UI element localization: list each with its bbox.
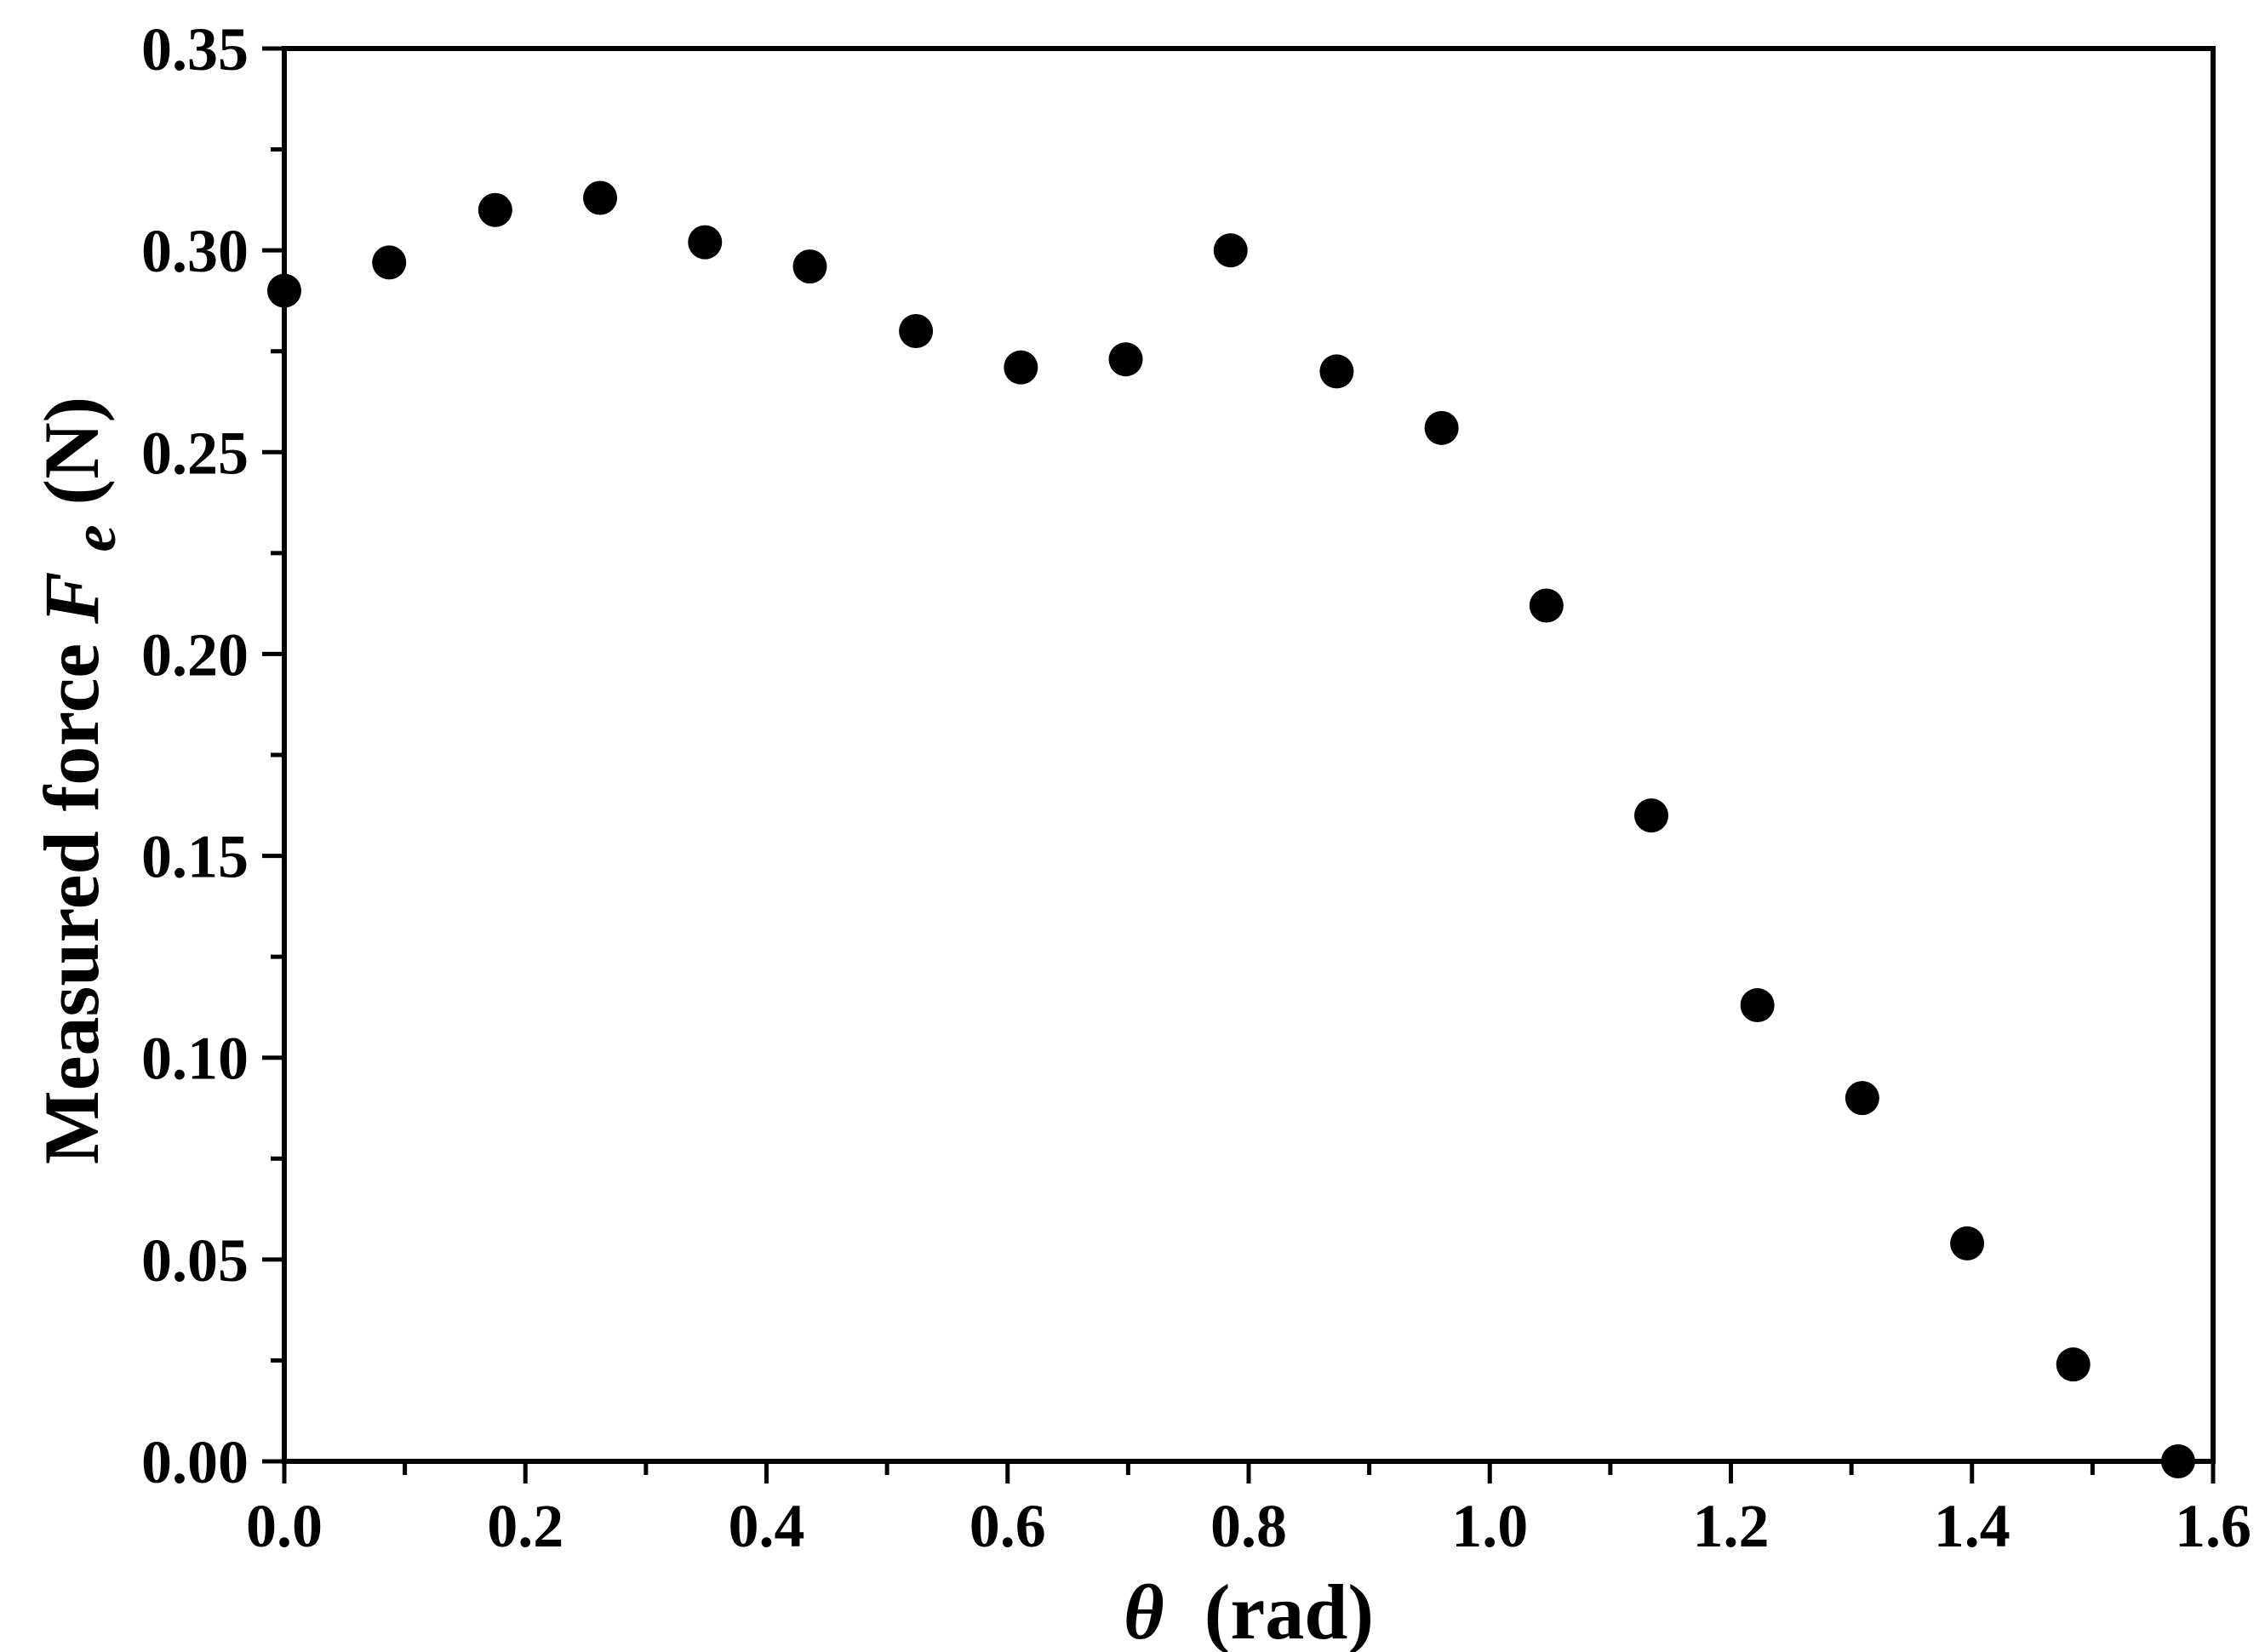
x-tick-label: 1.2 [1693,1492,1770,1560]
x-tick-label: 0.8 [1210,1492,1287,1560]
data-points [267,180,2195,1478]
data-point [1424,410,1459,445]
data-point [1319,354,1354,389]
x-tick-label: 0.6 [969,1492,1046,1560]
data-point [1108,342,1143,377]
x-axis-label: θ (rad) [1124,1569,1374,1652]
x-tick-label: 0.0 [246,1492,323,1560]
plot-frame [282,46,2216,1464]
x-axis-unit: (rad) [1204,1569,1374,1652]
data-point [1529,588,1564,623]
data-point [2056,1347,2091,1382]
data-point [1740,988,1775,1023]
tick-labels: 0.0 0.2 0.4 0.6 0.8 1.0 1.2 1.4 1.6 0.00 0.05 0.10 0… [141,15,2251,1560]
y-axis-subscript: e [60,525,129,552]
data-point [688,225,723,260]
x-tick-label: 1.4 [1934,1492,2010,1560]
y-axis-prefix: Measured force [28,624,115,1164]
y-tick-label: 0.20 [141,620,249,689]
y-tick-label: 0.15 [141,823,249,891]
y-axis-unit: (N) [28,397,115,506]
x-tick-label: 1.0 [1451,1492,1528,1560]
y-axis-label: Measured force F e (N) [28,397,132,1164]
y-axis-symbol: F [28,572,115,625]
data-point [1950,1226,1985,1260]
x-tick-label: 0.4 [729,1492,805,1560]
data-point [1634,798,1669,833]
x-tick-label: 0.2 [487,1492,563,1560]
data-point [372,245,407,280]
data-point [1845,1081,1879,1116]
data-point [899,314,934,348]
y-tick-label: 0.35 [141,15,249,83]
data-point [1004,350,1038,385]
y-tick-label: 0.00 [141,1428,249,1496]
data-point [583,180,618,215]
y-tick-label: 0.10 [141,1025,249,1093]
data-point [1213,233,1248,268]
data-point [792,249,827,284]
x-axis-symbol: θ [1124,1569,1164,1652]
x-tick-label: 1.6 [2175,1492,2251,1560]
data-point [478,192,512,227]
y-tick-label: 0.30 [141,217,249,285]
y-tick-label: 0.25 [141,419,249,487]
y-tick-label: 0.05 [141,1226,249,1295]
